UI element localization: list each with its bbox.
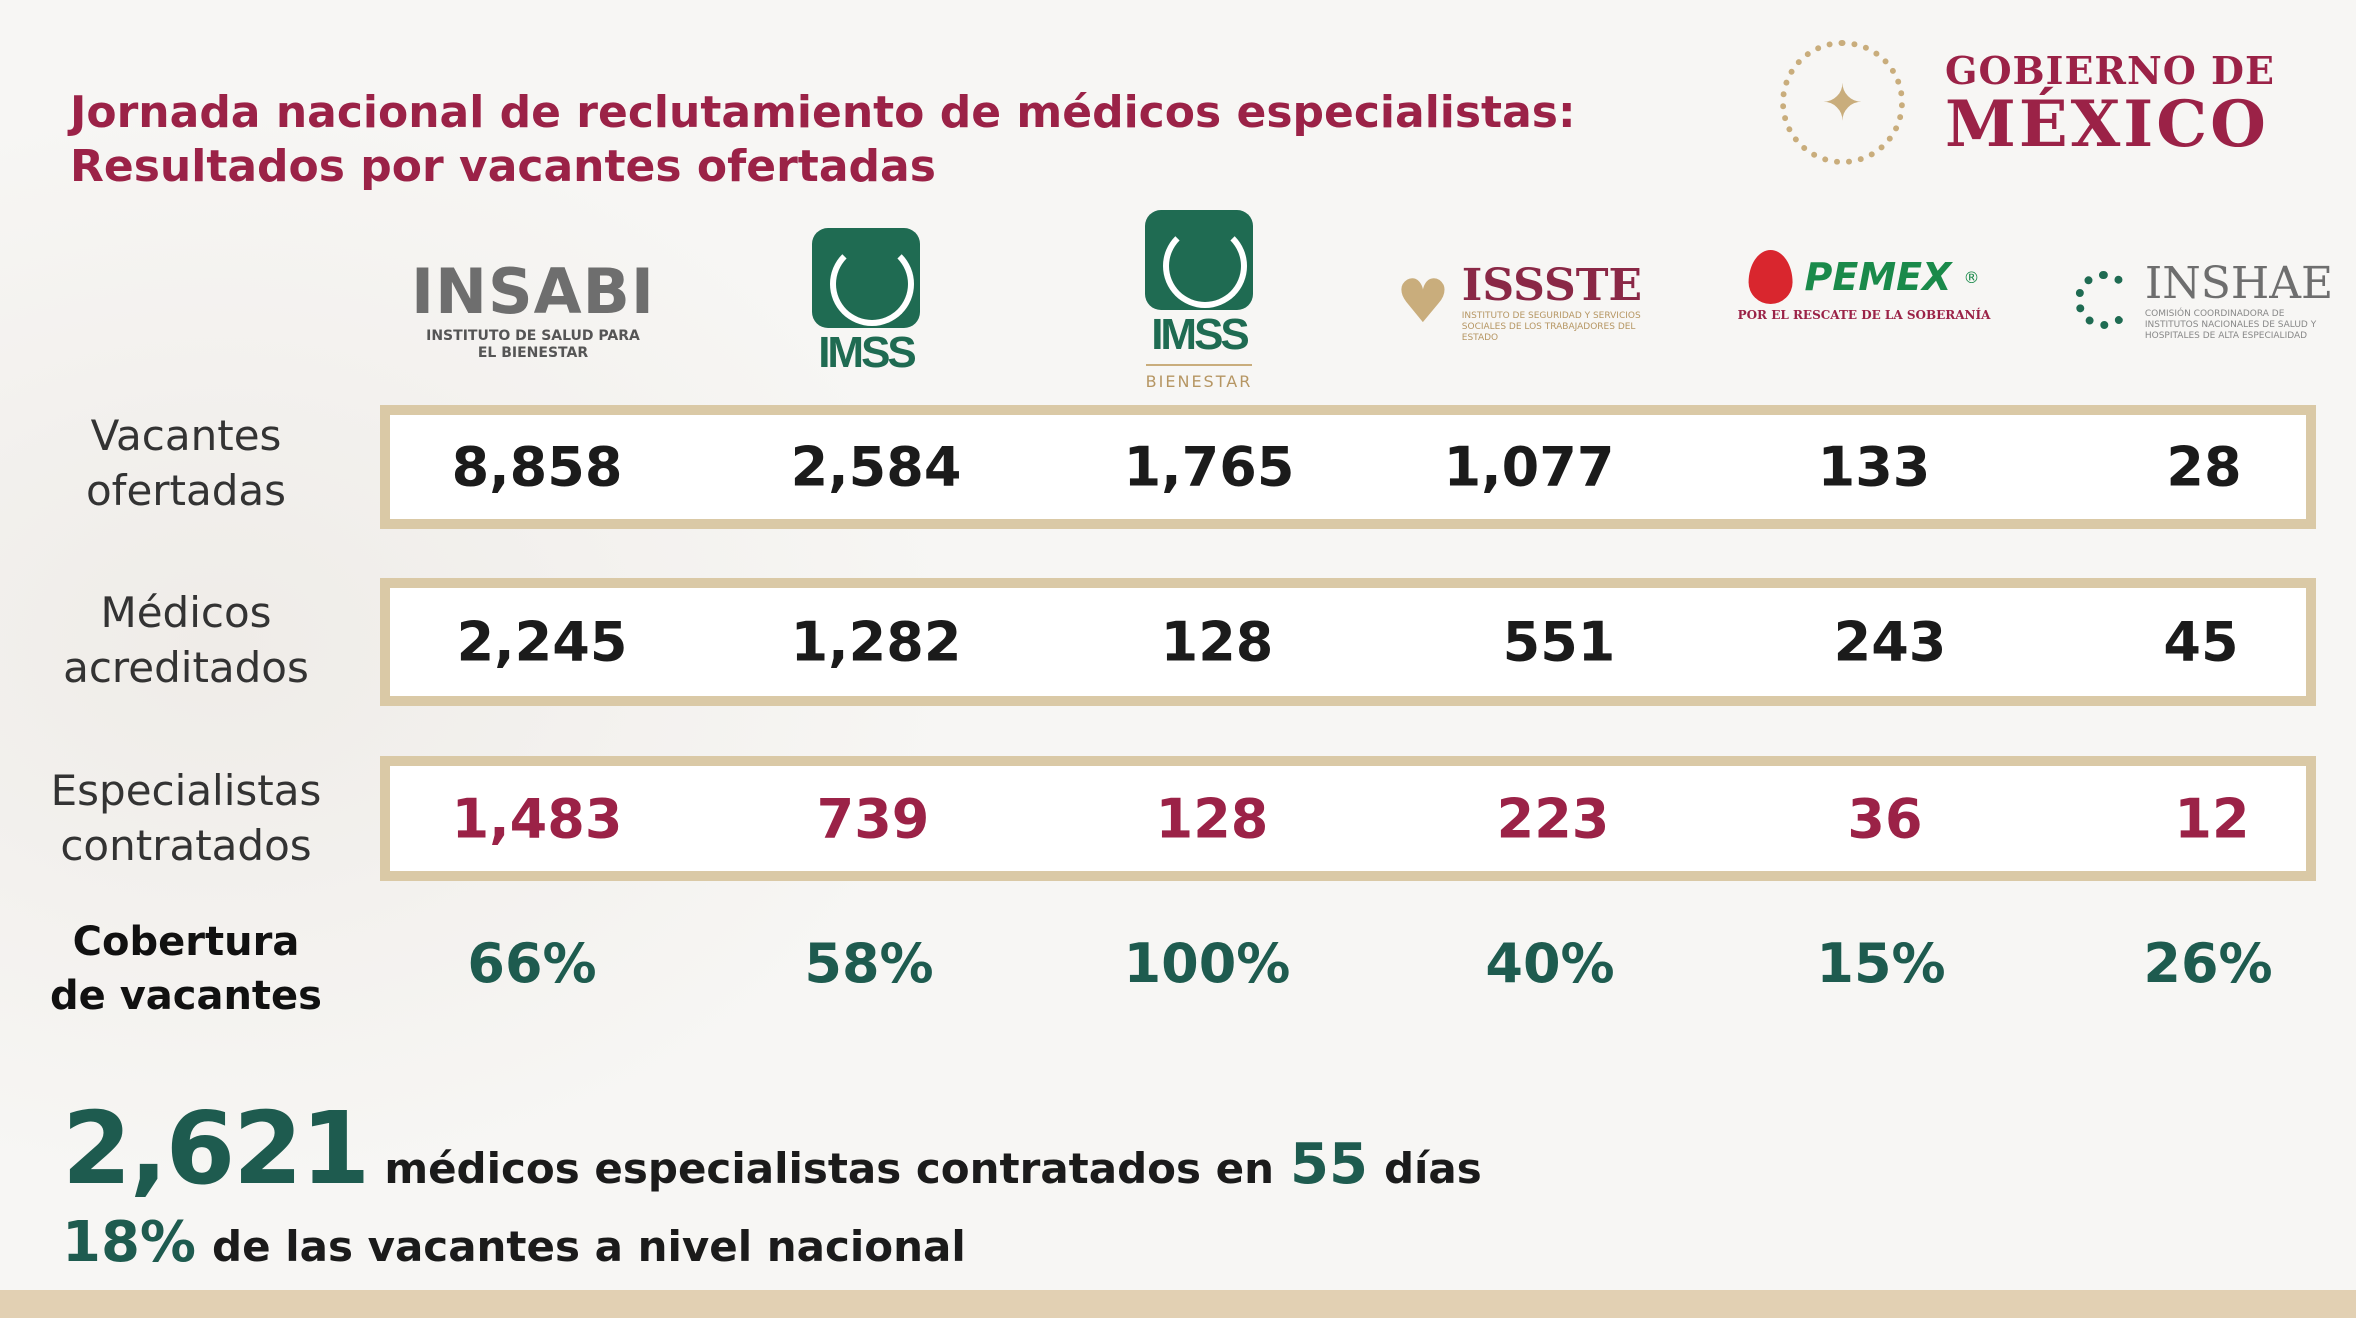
value-cell: 8,858 (451, 435, 623, 499)
pemex-subtitle: POR EL RESCATE DE LA SOBERANÍA (1737, 308, 1991, 322)
page-title: Jornada nacional de reclutamiento de méd… (70, 86, 1576, 194)
value-cell: 133 (1817, 435, 1931, 499)
summary-text-days: días (1383, 1144, 1482, 1193)
coverage-value: 66% (467, 932, 597, 995)
imss-bienestar-logo: IMSS BIENESTAR (1145, 210, 1253, 391)
imss-logo: IMSS (812, 228, 920, 378)
value-cell: 1,077 (1443, 435, 1615, 499)
value-cell: 551 (1502, 610, 1616, 674)
value-cell: 36 (1847, 787, 1923, 850)
value-cell: 739 (816, 787, 930, 850)
insabi-name: INSABI (411, 255, 655, 328)
summary-percent-text: de las vacantes a nivel nacional (212, 1222, 966, 1271)
pemex-flame-icon (1748, 250, 1793, 304)
inshae-dots-icon (2074, 271, 2133, 329)
total-hired: 2,621 (62, 1090, 370, 1207)
coverage-value: 40% (1485, 932, 1615, 995)
value-cell: 243 (1833, 610, 1947, 674)
summary-percent: 18% de las vacantes a nivel nacional (62, 1210, 966, 1275)
value-cell: 128 (1155, 787, 1269, 850)
row-label-cobertura: Cobertura de vacantes (50, 919, 322, 1019)
gobierno-line-1: GOBIERNO DE (1945, 48, 2275, 93)
gobierno-line-2: MÉXICO (1945, 87, 2269, 162)
imss-emblem-icon (812, 228, 920, 328)
pemex-logo: PEMEX ® POR EL RESCATE DE LA SOBERANÍA (1737, 250, 1991, 322)
value-cell: 2,245 (456, 610, 628, 674)
title-line-2: Resultados por vacantes ofertadas (70, 141, 936, 192)
inshae-subtitle: COMISIÓN COORDINADORA DE INSTITUTOS NACI… (2144, 309, 2317, 341)
summary-text: médicos especialistas contratados en (384, 1144, 1275, 1193)
issste-name: ISSSTE (1461, 260, 1643, 311)
imss-bienestar-name: IMSS (1151, 310, 1250, 359)
especialistas-row: 1,483 739 128 223 36 12 (380, 756, 2316, 881)
inshae-logo: INSHAE COMISIÓN COORDINADORA DE INSTITUT… (2074, 258, 2334, 342)
footer-band (0, 1290, 2356, 1318)
value-cell: 45 (2163, 610, 2239, 674)
value-cell: 223 (1496, 787, 1610, 850)
row-label-vacantes: Vacantes ofertadas (85, 411, 287, 515)
value-cell: 28 (2166, 435, 2242, 499)
days-count: 55 (1290, 1132, 1368, 1197)
coverage-value: 58% (804, 932, 934, 995)
value-cell: 1,282 (790, 610, 962, 674)
insabi-logo: INSABI INSTITUTO DE SALUD PARA EL BIENES… (411, 255, 655, 362)
medicos-row: 2,245 1,282 128 551 243 45 (380, 578, 2316, 706)
imss-name: IMSS (818, 328, 917, 377)
summary-total: 2,621 médicos especialistas contratados … (62, 1090, 1482, 1207)
vacantes-row: 8,858 2,584 1,765 1,077 133 28 (380, 405, 2316, 529)
national-percent: 18% (62, 1210, 197, 1275)
pemex-name: PEMEX (1804, 255, 1952, 299)
imss-bienestar-subtitle: BIENESTAR (1145, 364, 1253, 391)
imss-emblem-icon (1145, 210, 1253, 310)
coverage-value: 26% (2143, 932, 2273, 995)
issste-logo: ♥ ISSSTE INSTITUTO DE SEGURIDAD Y SERVIC… (1396, 260, 1642, 344)
hands-emblem-icon: ♥ (1395, 267, 1450, 337)
coverage-value: 15% (1816, 932, 1946, 995)
row-label-especialistas: Especialistas contratados (50, 766, 322, 870)
title-line-1: Jornada nacional de reclutamiento de méd… (70, 87, 1576, 138)
value-cell: 1,483 (451, 787, 623, 850)
value-cell: 128 (1160, 610, 1274, 674)
value-cell: 1,765 (1123, 435, 1295, 499)
value-cell: 2,584 (790, 435, 962, 499)
issste-subtitle: INSTITUTO DE SEGURIDAD Y SERVICIOS SOCIA… (1461, 311, 1641, 343)
insabi-subtitle: INSTITUTO DE SALUD PARA EL BIENESTAR (426, 328, 640, 361)
gobierno-de-mexico-logo: ✦ GOBIERNO DE MÉXICO (1780, 40, 2275, 165)
row-label-medicos: Médicos acreditados (63, 588, 309, 692)
value-cell: 12 (2174, 787, 2250, 850)
national-seal-icon: ✦ (1780, 40, 1905, 165)
coverage-value: 100% (1123, 932, 1291, 995)
inshae-name: INSHAE (2144, 258, 2334, 309)
